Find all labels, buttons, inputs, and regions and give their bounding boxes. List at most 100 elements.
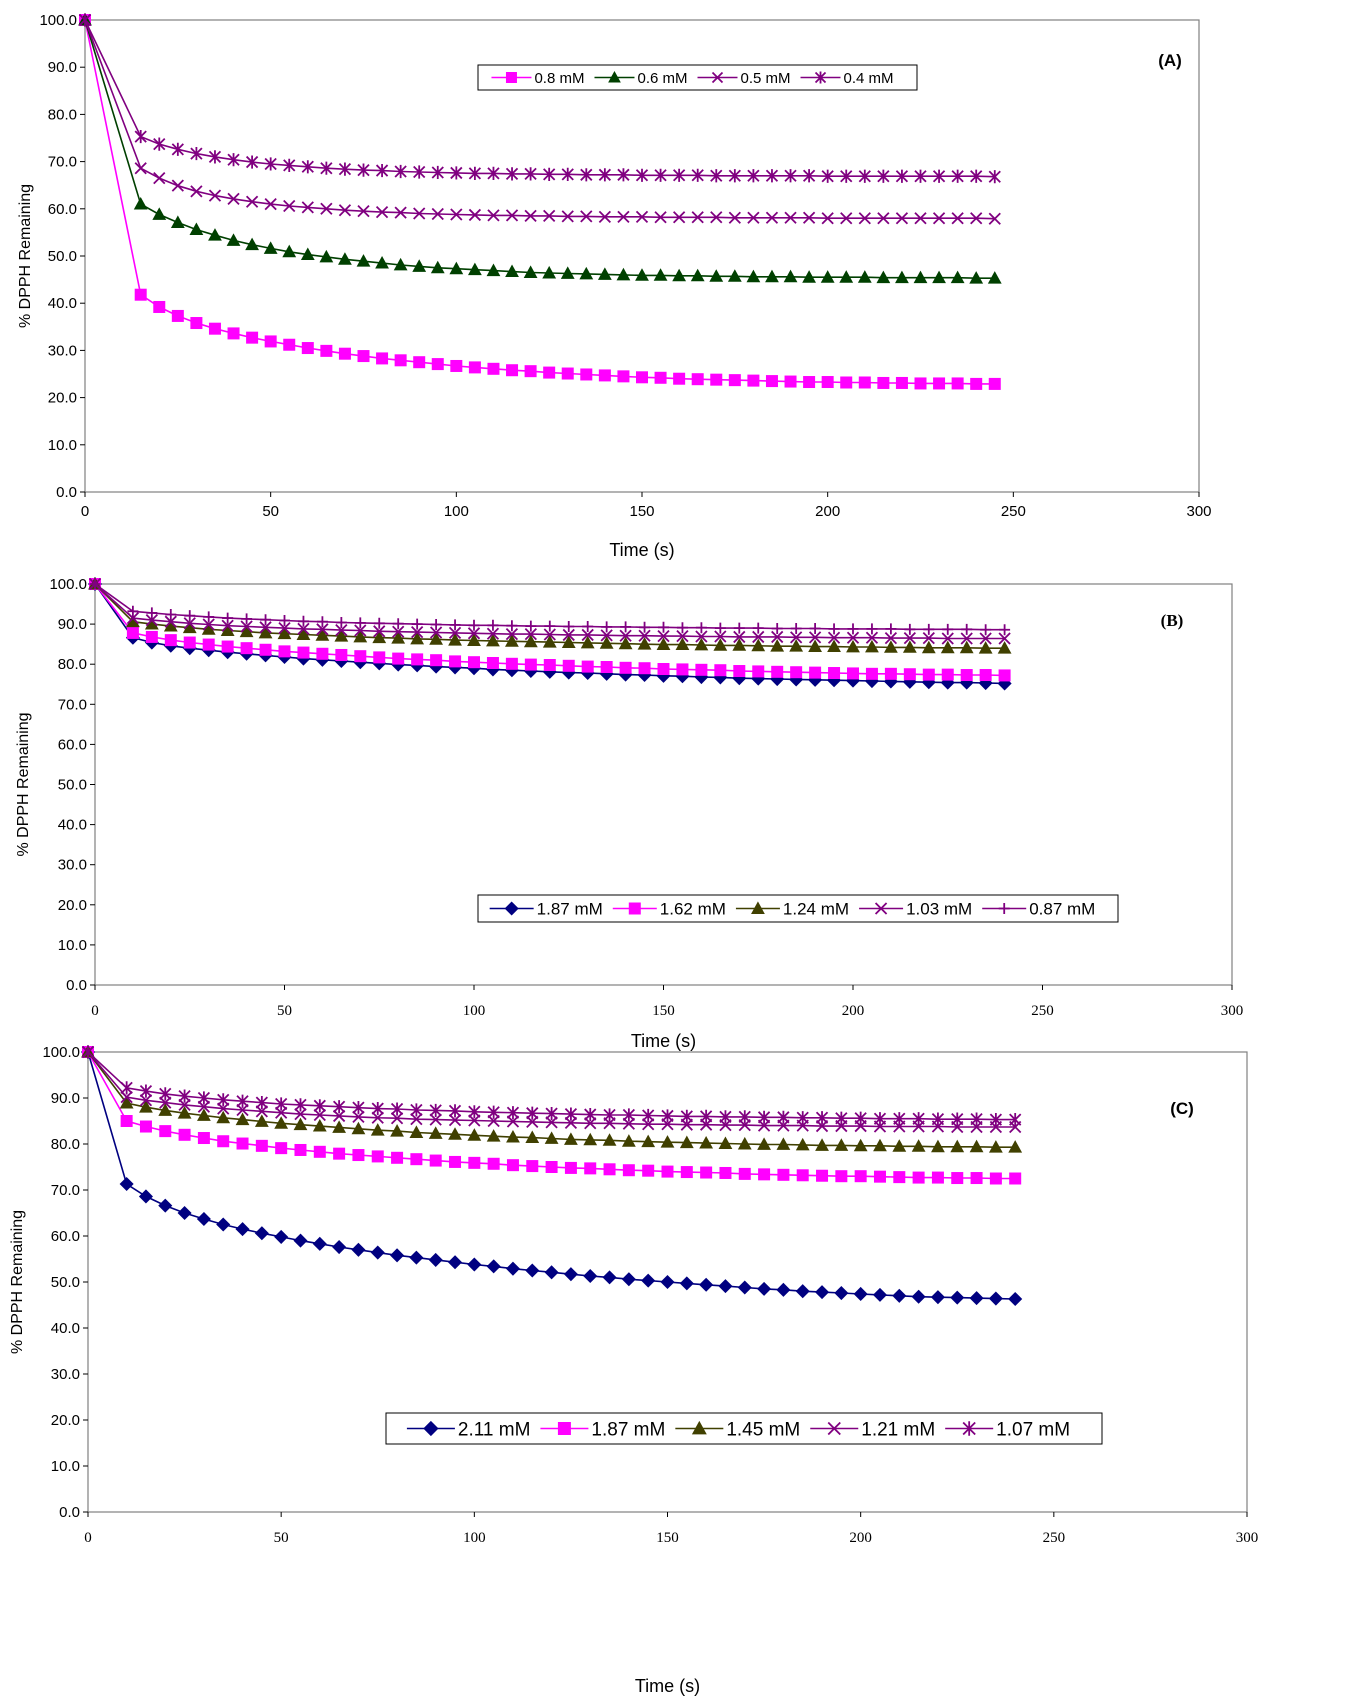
data-point (236, 1094, 249, 1108)
data-point (429, 626, 443, 639)
data-point (197, 1100, 211, 1113)
data-point (264, 197, 277, 211)
data-point (718, 1136, 733, 1149)
data-point (126, 611, 140, 625)
data-point (449, 655, 462, 668)
data-point (581, 660, 594, 673)
data-point (932, 270, 946, 284)
legend-label: 1.07 mM (996, 1419, 1070, 1440)
legend-marker (814, 71, 827, 84)
data-point (960, 632, 973, 645)
data-point (282, 244, 297, 258)
series-0 (80, 1044, 1023, 1307)
data-point (790, 623, 802, 635)
data-point (914, 169, 927, 183)
y-tick-label: 70.0 (48, 154, 77, 171)
data-point (656, 637, 671, 651)
data-point (654, 371, 667, 384)
data-point (153, 300, 166, 313)
data-point (158, 1103, 173, 1116)
data-point (294, 1098, 307, 1112)
y-tick-label: 40.0 (51, 1320, 80, 1337)
data-point (713, 638, 728, 651)
data-point (895, 270, 909, 284)
data-point (980, 624, 992, 636)
data-point (846, 631, 860, 644)
data-point (562, 628, 575, 642)
data-point (487, 209, 500, 222)
data-point (710, 169, 723, 183)
data-point (960, 669, 973, 682)
data-point (371, 1150, 384, 1163)
legend-item-2: 1.45 mM (675, 1419, 800, 1440)
data-point (351, 1242, 366, 1257)
y-tick-label: 40.0 (48, 295, 77, 312)
data-point (622, 1164, 635, 1177)
data-point (254, 1226, 269, 1241)
data-point (255, 1105, 268, 1118)
data-point (153, 171, 166, 185)
data-point (506, 1106, 520, 1120)
data-point (561, 167, 574, 181)
data-point (580, 168, 593, 182)
data-point (332, 1100, 346, 1114)
data-point (858, 212, 871, 225)
data-point (904, 623, 916, 635)
data-point (857, 270, 872, 283)
series-0 (79, 14, 1001, 390)
data-point (410, 631, 425, 645)
data-point (747, 211, 760, 224)
data-point (467, 1257, 482, 1272)
data-point (835, 1111, 848, 1125)
data-point (448, 1113, 462, 1127)
data-point (296, 627, 311, 640)
data-point (392, 652, 405, 665)
data-point (808, 639, 822, 653)
data-point (834, 1286, 849, 1301)
y-tick-label: 50.0 (48, 248, 77, 265)
data-point (145, 613, 158, 627)
data-point (525, 620, 537, 632)
series-4 (89, 578, 1011, 636)
data-point (283, 199, 296, 213)
data-point (620, 621, 632, 633)
data-point (448, 1104, 462, 1118)
data-point (390, 1112, 404, 1125)
data-point (390, 1248, 405, 1263)
x-tick-label: 250 (1001, 503, 1026, 520)
data-point (695, 622, 707, 634)
data-point (771, 623, 783, 635)
data-point (332, 1109, 346, 1123)
x-tick-label: 150 (652, 1003, 675, 1019)
data-point (183, 636, 196, 649)
y-tick-label: 60.0 (48, 201, 77, 218)
data-point (467, 627, 481, 640)
data-point (840, 376, 853, 389)
data-point (676, 663, 689, 676)
data-point (931, 1139, 945, 1153)
y-tick-label: 100.0 (39, 12, 77, 29)
legend: 0.8 mM 0.6 mM 0.5 mM 0.4 mM (477, 64, 918, 91)
data-point (639, 621, 651, 633)
data-point (654, 211, 667, 224)
data-point (877, 376, 890, 389)
data-point (391, 631, 406, 644)
data-point (468, 1156, 481, 1169)
data-point (81, 1045, 95, 1059)
legend-marker (628, 902, 641, 915)
data-point (197, 1091, 211, 1105)
data-point (932, 169, 946, 183)
data-point (283, 158, 296, 172)
data-point (921, 640, 936, 654)
data-point (545, 1107, 558, 1121)
data-point (752, 630, 765, 644)
data-point (709, 269, 724, 282)
x-tick-label: 50 (274, 1530, 289, 1546)
data-point (902, 640, 917, 653)
data-point (332, 1120, 347, 1133)
legend: 1.87 mM 1.62 mM 1.24 mM 1.03 mM 0.87 mM (477, 894, 1119, 923)
data-point (598, 210, 612, 223)
data-point (178, 1098, 191, 1112)
x-axis-title: Time (s) (631, 1031, 696, 1051)
data-point (854, 1111, 867, 1125)
